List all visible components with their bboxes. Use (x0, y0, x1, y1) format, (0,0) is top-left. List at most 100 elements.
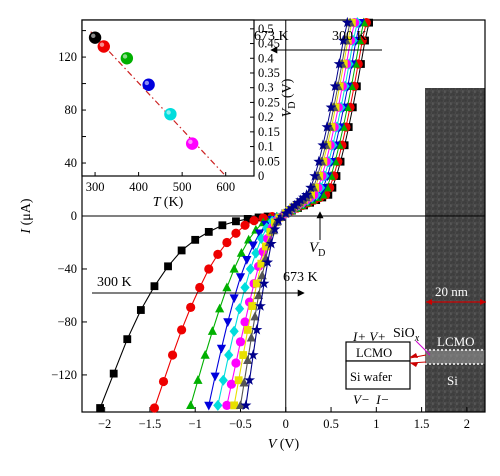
data-point-positive (295, 194, 307, 205)
data-point (248, 302, 257, 310)
si-wafer-label: Si wafer (350, 370, 393, 384)
data-point (240, 317, 250, 327)
data-point-positive (289, 199, 301, 211)
data-point (245, 263, 256, 275)
data-point (273, 214, 284, 226)
bottom-contacts-label: V− I− (353, 392, 389, 407)
y-axis-label: I (μA) (19, 198, 34, 234)
data-point (243, 215, 252, 223)
data-point (210, 372, 220, 382)
annotations: 300 K 673 K 673 K 300 K VD 20 nm SiOx LC… (92, 29, 486, 388)
schematic-lcmo-label: LCMO (356, 346, 392, 360)
data-point (222, 400, 232, 410)
data-point (244, 374, 255, 385)
data-point (150, 282, 159, 291)
data-point (235, 337, 246, 347)
data-point (123, 335, 132, 344)
data-point-positive (333, 58, 345, 69)
data-point (177, 246, 186, 255)
data-point (235, 400, 246, 410)
tem-image (425, 88, 485, 412)
inset-x-tick-label: 300 (86, 180, 105, 194)
data-point-positive (325, 101, 337, 112)
data-point (204, 264, 214, 274)
y-tick-label: −120 (51, 368, 77, 382)
data-point (247, 349, 259, 360)
data-point (253, 290, 264, 300)
data-point (242, 256, 252, 265)
data-point (257, 270, 267, 280)
data-point (222, 237, 232, 248)
data-point-positive (286, 202, 298, 213)
x-tick-label: −1.5 (139, 417, 162, 431)
x-tick-label: −1 (189, 417, 202, 431)
data-point (246, 332, 256, 342)
data-point (224, 349, 234, 361)
x-tick-label: 1.5 (414, 417, 430, 431)
data-point (254, 229, 265, 239)
data-point (149, 403, 160, 413)
data-point-positive (283, 205, 295, 216)
inset-point-highlight (188, 139, 193, 145)
data-point (213, 399, 223, 411)
data-point-positive (313, 155, 325, 167)
data-point (186, 400, 196, 410)
data-point-positive (329, 80, 341, 91)
label-673k-upper: 673 K (254, 29, 289, 44)
data-point (213, 249, 223, 260)
x-tick-label: −2 (98, 417, 111, 431)
inset-border (81, 19, 255, 177)
data-point-positive (321, 121, 333, 132)
inset-y-axis-label: VD (V) (280, 78, 298, 117)
data-point-positive (341, 16, 353, 28)
data-point (244, 234, 254, 244)
data-point (164, 262, 172, 271)
data-point (229, 263, 239, 273)
inset-point-highlight (166, 110, 171, 115)
data-point (265, 238, 277, 249)
data-point (269, 223, 281, 234)
top-contacts-label: I+ V+ (352, 329, 386, 344)
inset-data-point (97, 40, 110, 53)
inset-point-highlight (99, 42, 105, 47)
data-point-positive (298, 191, 310, 203)
sio-label: SiOx (393, 326, 420, 344)
data-point (222, 282, 232, 292)
data-point (232, 217, 240, 226)
inset-y-tick-label: 0.3 (258, 81, 274, 95)
inset-y-tick-label: 0.4 (258, 51, 274, 65)
x-tick-label: 0 (283, 417, 289, 431)
data-point (193, 375, 203, 384)
inset-y-tick-label: 0.1 (258, 140, 274, 154)
y-tick-label: 80 (65, 103, 78, 117)
inset-x-tick-label: 600 (216, 180, 235, 194)
data-point (207, 326, 218, 335)
data-point (248, 241, 258, 251)
data-point-positive (292, 197, 304, 208)
data-point (234, 376, 243, 385)
label-673k-lower: 673 K (283, 270, 318, 285)
data-point (240, 399, 252, 410)
inset-point-highlight (144, 80, 150, 86)
data-point-positive (280, 207, 292, 218)
data-point (200, 349, 210, 359)
y-tick-label: −80 (57, 315, 77, 329)
data-point (218, 221, 227, 230)
data-point (229, 294, 239, 304)
data-point (216, 344, 227, 354)
inset-point-highlight (122, 54, 128, 59)
x-tick-label: 0.5 (323, 417, 339, 431)
data-point (252, 279, 261, 288)
inset-y-tick-label: 0.25 (258, 95, 280, 109)
main-plot-series (96, 210, 288, 413)
y-tick-label: 40 (65, 156, 78, 170)
data-point (236, 248, 246, 257)
data-point (239, 351, 248, 359)
x-tick-label: 1 (373, 417, 379, 431)
data-point-positive (305, 181, 317, 193)
data-point (177, 325, 187, 335)
data-point (195, 282, 205, 293)
data-point (231, 358, 241, 368)
inset-x-axis-label: T (K) (153, 195, 184, 210)
data-point (262, 222, 272, 234)
